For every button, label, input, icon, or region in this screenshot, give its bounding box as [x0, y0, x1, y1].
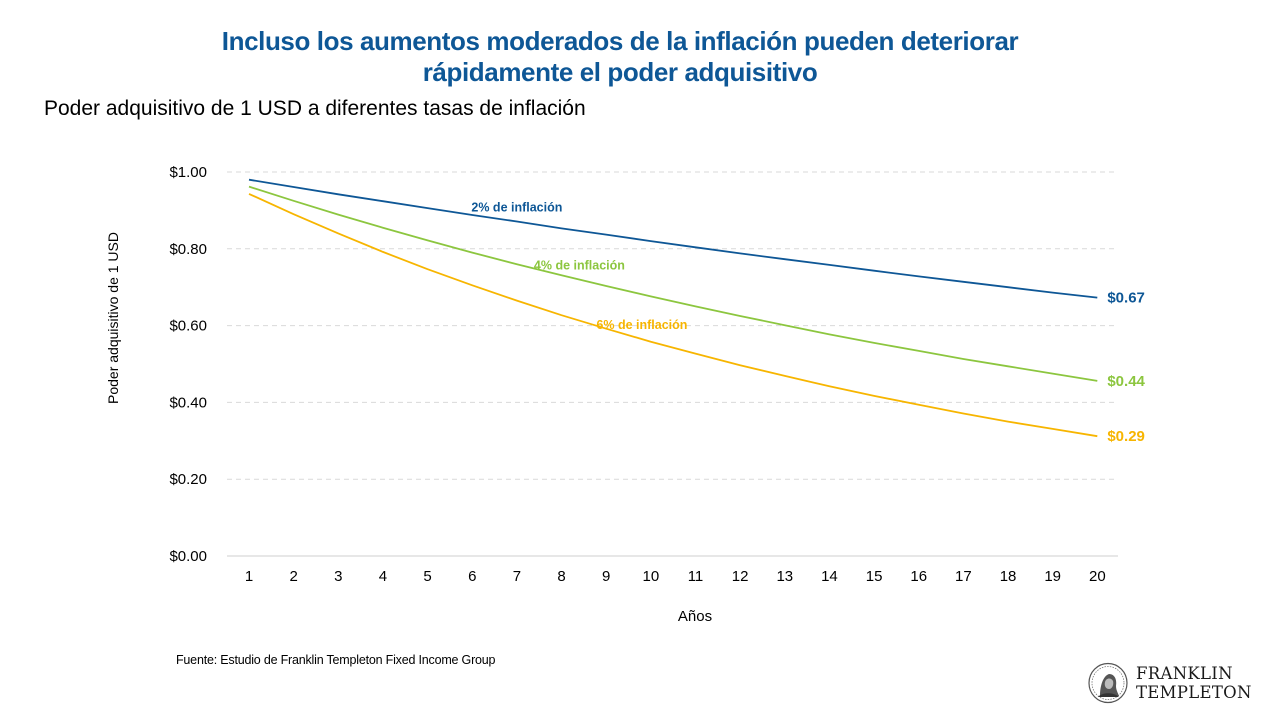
y-tick-label: $0.20	[169, 471, 207, 488]
x-tick-label: 15	[866, 568, 883, 585]
franklin-templeton-logo: FRANKLIN TEMPLETON	[1086, 662, 1258, 704]
chart-subtitle: Poder adquisitivo de 1 USD a diferentes …	[44, 97, 586, 120]
end-value-label: $0.67	[1107, 290, 1145, 307]
x-axis-label: Años	[678, 608, 712, 625]
x-tick-label: 17	[955, 568, 972, 585]
end-value-label: $0.29	[1107, 428, 1145, 445]
y-tick-label: $0.00	[169, 548, 207, 565]
series-labels: 2% de inflación $0.67 4% de inflación $0.44…	[471, 201, 1145, 446]
x-tick-label: 2	[289, 568, 297, 585]
series-line-2	[248, 185, 1098, 382]
x-tick-label: 20	[1089, 568, 1106, 585]
x-tick-label: 6	[468, 568, 476, 585]
x-tick-label: 18	[1000, 568, 1017, 585]
chart-title: Incluso los aumentos moderados de la inf…	[0, 26, 1240, 88]
y-axis-ticks: $0.00 $0.20 $0.40 $0.60 $0.80 $1.00	[169, 164, 207, 565]
x-axis-ticks: 1 2 3 4 5 6 7 8 9 10 11 12 13 14 15 16 17 18 19 20	[245, 568, 1106, 585]
y-tick-label: $1.00	[169, 164, 207, 181]
x-tick-label: 13	[776, 568, 793, 585]
x-tick-label: 8	[557, 568, 565, 585]
series-name-label: 2% de inflación	[471, 201, 562, 215]
x-tick-label: 11	[688, 568, 704, 585]
x-tick-label: 19	[1044, 568, 1061, 585]
x-tick-label: 16	[910, 568, 927, 585]
y-tick-label: $0.60	[169, 318, 207, 335]
x-tick-label: 3	[334, 568, 342, 585]
x-tick-label: 1	[245, 568, 253, 585]
y-tick-label: $0.80	[169, 241, 207, 258]
end-value-label: $0.44	[1107, 373, 1145, 390]
chart-title-line-2: rápidamente el poder adquisitivo	[422, 57, 818, 87]
x-tick-label: 10	[643, 568, 660, 585]
y-tick-label: $0.40	[169, 394, 207, 411]
logo-line-1: FRANKLIN	[1136, 664, 1233, 683]
x-tick-label: 7	[513, 568, 521, 585]
x-tick-label: 4	[379, 568, 387, 585]
y-axis-label: Poder adquisitivo de 1 USD	[105, 232, 121, 404]
chart-title-line-1: Incluso los aumentos moderados de la inf…	[221, 26, 1019, 56]
source-note: Fuente: Estudio de Franklin Templeton Fi…	[176, 653, 496, 667]
logo-line-2: TEMPLETON	[1136, 683, 1252, 702]
series-line-3	[248, 193, 1098, 438]
x-tick-label: 9	[602, 568, 610, 585]
series-name-label: 6% de inflación	[596, 318, 687, 332]
logo-wordmark: FRANKLIN TEMPLETON	[1136, 664, 1252, 702]
grid-lines	[227, 171, 1118, 557]
series-group	[248, 178, 1098, 438]
x-tick-label: 12	[732, 568, 749, 585]
x-tick-label: 14	[821, 568, 838, 585]
series-name-label: 4% de inflación	[534, 259, 625, 273]
x-tick-label: 5	[423, 568, 431, 585]
franklin-portrait-emblem-icon	[1088, 662, 1128, 704]
series-line-1	[248, 178, 1098, 299]
